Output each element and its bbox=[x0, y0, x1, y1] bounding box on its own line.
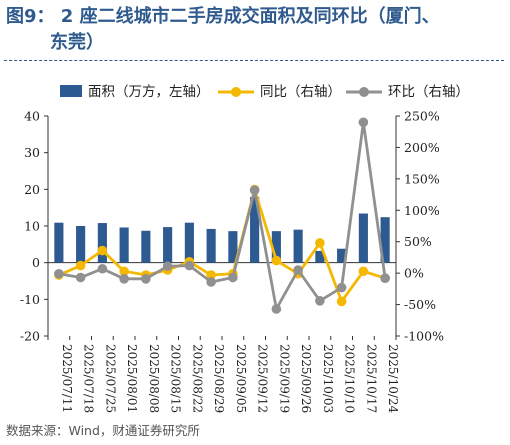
legend-label-yoy: 同比（右轴） bbox=[260, 84, 341, 100]
right-axis-tick-label: -100% bbox=[404, 329, 444, 344]
right-axis-tick-label: 250% bbox=[404, 109, 440, 124]
right-axis-tick-label: 150% bbox=[404, 171, 440, 186]
area-bar bbox=[315, 250, 325, 263]
area-bar bbox=[380, 217, 390, 263]
yoy-point bbox=[75, 260, 86, 271]
combo-chart: -20 -10 0 10 20 30 40 250% 200% 150% 100% 50% 0% -50%… bbox=[20, 84, 469, 414]
x-axis-tick-label: 2025/10/03 bbox=[321, 344, 335, 413]
mom-point bbox=[293, 265, 303, 275]
mom-point bbox=[228, 272, 238, 283]
area-bar bbox=[250, 197, 260, 263]
legend-marker-yoy bbox=[231, 87, 241, 97]
right-axis-tick-label: 50% bbox=[404, 234, 432, 249]
mom-point bbox=[54, 268, 64, 279]
right-axis-tick-label: -50% bbox=[404, 297, 436, 312]
yoy-point bbox=[119, 266, 129, 277]
yoy-point bbox=[97, 245, 108, 256]
left-axis-tick-label: 20 bbox=[24, 182, 40, 197]
x-axis-tick-label: 2025/07/18 bbox=[82, 344, 96, 413]
mom-point bbox=[184, 260, 195, 271]
area-bar bbox=[54, 222, 64, 263]
area-bar bbox=[163, 227, 173, 263]
mom-point bbox=[380, 273, 390, 283]
x-axis-tick-label: 2025/09/12 bbox=[256, 344, 270, 413]
legend-swatch-area bbox=[60, 85, 82, 97]
left-axis-tick-label: -10 bbox=[20, 292, 40, 307]
legend-label-mom: 环比（右轴） bbox=[388, 84, 469, 100]
yoy-point bbox=[206, 270, 216, 280]
x-axis-tick-label: 2025/08/15 bbox=[169, 344, 183, 413]
mom-point bbox=[75, 272, 86, 283]
area-bar bbox=[271, 231, 281, 263]
x-axis-tick-label: 2025/07/11 bbox=[60, 344, 74, 413]
left-axis-tick-label: 10 bbox=[24, 219, 40, 234]
yoy-point bbox=[315, 238, 325, 248]
title-divider bbox=[4, 60, 504, 61]
area-bar bbox=[228, 231, 238, 263]
right-axis-tick-label: 100% bbox=[404, 203, 440, 218]
area-bar bbox=[293, 229, 303, 263]
area-bar bbox=[119, 227, 129, 263]
left-axis-tick-label: -20 bbox=[20, 329, 40, 344]
area-bar bbox=[141, 230, 151, 263]
area-bar bbox=[97, 223, 107, 263]
yoy-point bbox=[336, 296, 347, 307]
area-bar bbox=[76, 226, 86, 263]
legend-label-area: 面积（万方，左轴） bbox=[88, 84, 210, 100]
x-axis-tick-label: 2025/08/22 bbox=[190, 344, 204, 413]
mom-point bbox=[162, 261, 173, 272]
yoy-point bbox=[271, 255, 282, 266]
x-axis-tick-label: 2025/09/26 bbox=[299, 344, 313, 413]
x-axis-tick-label: 2025/08/08 bbox=[147, 344, 161, 413]
chart-title: 图9： 2 座二线城市二手房成交面积及同环比（厦门、 东莞） bbox=[6, 4, 506, 56]
mom-point bbox=[141, 274, 151, 284]
left-axis-tick-label: 30 bbox=[24, 145, 40, 160]
right-axis-tick-label: 0% bbox=[404, 266, 424, 281]
x-axis-tick-label: 2025/09/05 bbox=[234, 344, 248, 413]
x-axis-tick-label: 2025/08/29 bbox=[212, 344, 226, 413]
legend-marker-mom bbox=[359, 87, 369, 97]
area-bar bbox=[184, 222, 194, 263]
x-axis-tick-label: 2025/09/19 bbox=[277, 344, 291, 413]
left-axis-tick-label: 40 bbox=[24, 109, 40, 124]
mom-line bbox=[58, 120, 387, 311]
chart-title-line2: 东莞） bbox=[50, 32, 104, 53]
x-axis-tick-label: 2025/08/01 bbox=[125, 344, 139, 413]
source-note: 数据来源：Wind，财通证券研究所 bbox=[6, 423, 200, 438]
left-axis-tick-label: 0 bbox=[32, 255, 40, 270]
x-axis-tick-label: 2025/07/25 bbox=[103, 344, 117, 413]
mom-point bbox=[336, 282, 347, 293]
mom-point bbox=[271, 304, 282, 314]
area-bar bbox=[206, 228, 216, 263]
area-bar bbox=[337, 248, 347, 263]
chart-title-line1: 图9： 2 座二线城市二手房成交面积及同环比（厦门、 bbox=[6, 6, 440, 27]
yoy-point bbox=[358, 266, 369, 277]
mom-point bbox=[315, 296, 325, 306]
yoy-line bbox=[58, 188, 386, 303]
mom-point bbox=[97, 263, 108, 274]
x-axis-tick-label: 2025/10/17 bbox=[364, 344, 378, 413]
x-axis-tick-label: 2025/10/24 bbox=[386, 344, 400, 414]
mom-point bbox=[358, 117, 369, 128]
mom-point bbox=[249, 185, 260, 195]
right-axis-tick-label: 200% bbox=[404, 140, 440, 155]
x-axis-tick-label: 2025/10/10 bbox=[343, 344, 357, 413]
mom-point bbox=[119, 274, 129, 284]
area-bar bbox=[358, 213, 368, 263]
mom-point bbox=[206, 277, 216, 287]
